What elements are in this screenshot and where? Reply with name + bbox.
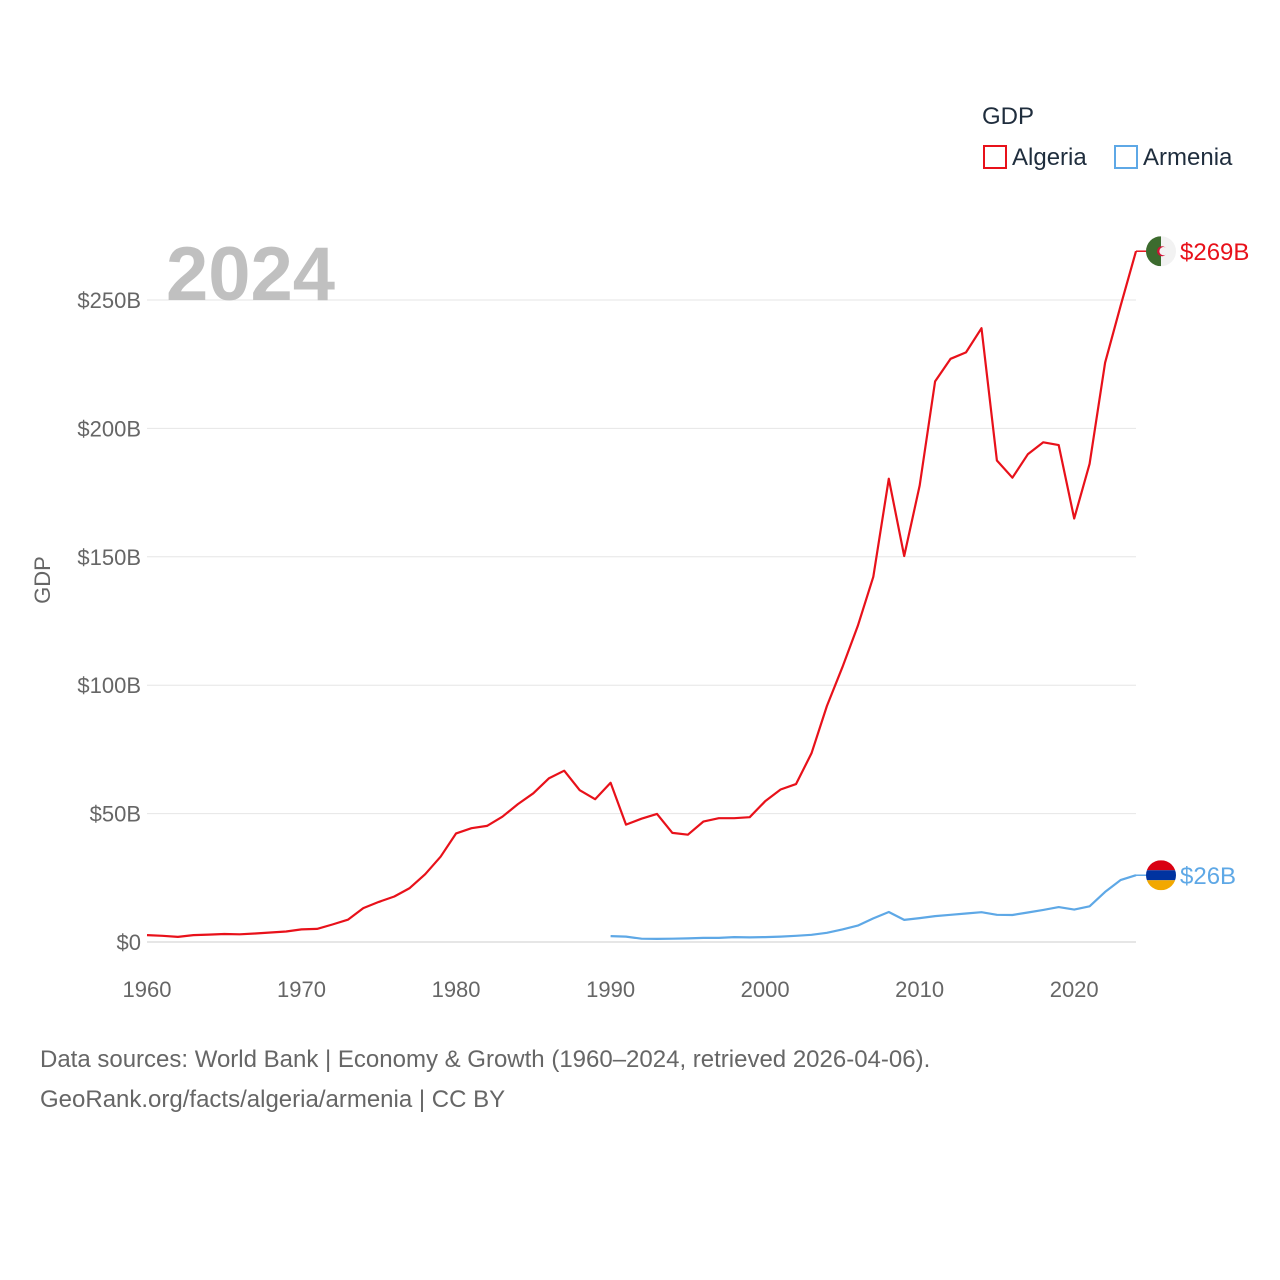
end-value-label-algeria: $269B	[1180, 239, 1249, 266]
x-tick-label: 1980	[432, 977, 481, 1002]
x-tick-label: 1970	[277, 977, 326, 1002]
y-tick-label: $0	[117, 930, 141, 955]
y-axis-label: GDP	[30, 556, 55, 604]
y-tick-label: $50B	[90, 802, 141, 827]
legend-label-armenia[interactable]: Armenia	[1143, 144, 1233, 171]
legend-swatch-algeria[interactable]	[983, 145, 1007, 169]
legend-title: GDP	[982, 103, 1034, 130]
series-line-armenia	[610, 874, 1137, 941]
end-value-label-armenia: $26B	[1180, 863, 1236, 890]
data-source-note: Data sources: World Bank | Economy & Gro…	[40, 1040, 1140, 1120]
legend-label-algeria[interactable]: Algeria	[1012, 144, 1087, 171]
legend: GDP Algeria Armenia	[982, 103, 1233, 171]
x-tick-label: 2020	[1050, 977, 1099, 1002]
source-line-1: Data sources: World Bank | Economy & Gro…	[40, 1046, 931, 1073]
gridlines	[147, 299, 1136, 943]
series-end-labels: $269B $26B	[1136, 236, 1249, 891]
x-axis: 1960 1970 1980 1990 2000 2010 2020	[123, 977, 1099, 1002]
source-line-2: GeoRank.org/facts/algeria/armenia | CC B…	[40, 1086, 506, 1113]
legend-swatch-armenia[interactable]	[1114, 145, 1138, 169]
y-tick-label: $100B	[77, 673, 141, 698]
year-label: 2024	[166, 232, 335, 317]
y-axis: $0 $50B $100B $150B $200B $250B	[77, 288, 141, 955]
series-lines	[146, 250, 1138, 941]
y-tick-label: $150B	[77, 545, 141, 570]
x-tick-label: 1990	[586, 977, 635, 1002]
algeria-flag-icon	[1146, 236, 1176, 267]
x-tick-label: 2010	[895, 977, 944, 1002]
x-tick-label: 2000	[741, 977, 790, 1002]
armenia-flag-icon	[1146, 860, 1176, 891]
y-tick-label: $200B	[77, 416, 141, 441]
series-line-algeria	[146, 250, 1138, 939]
y-tick-label: $250B	[77, 288, 141, 313]
x-tick-label: 1960	[123, 977, 172, 1002]
